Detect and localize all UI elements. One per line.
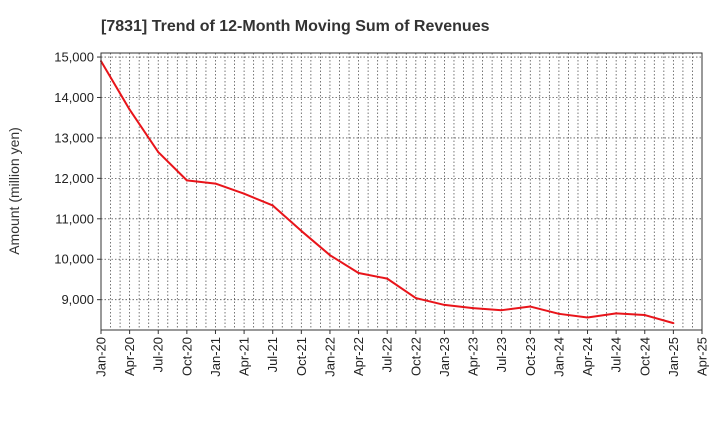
grid — [101, 53, 702, 330]
data-point — [357, 271, 360, 274]
x-tick-label: Jul-20 — [151, 337, 166, 372]
y-tick-label: 11,000 — [55, 211, 94, 226]
data-point — [128, 108, 131, 111]
x-tick-label: Apr-25 — [695, 337, 710, 376]
x-tick-label: Apr-20 — [122, 337, 137, 376]
x-tick-label: Oct-23 — [523, 337, 538, 376]
x-tick-label: Jan-23 — [437, 337, 452, 377]
plot-frame — [100, 52, 703, 331]
x-tick-label: Jan-20 — [94, 337, 109, 377]
x-tick-label: Jul-23 — [494, 337, 509, 372]
y-axis-label: Amount (million yen) — [6, 127, 22, 255]
y-tick-label: 10,000 — [54, 252, 94, 267]
x-tick-label: Oct-20 — [179, 337, 194, 376]
chart-title: [7831] Trend of 12-Month Moving Sum of R… — [101, 18, 490, 35]
series-group — [100, 60, 675, 325]
data-point — [214, 182, 217, 185]
data-point — [243, 192, 246, 195]
data-point — [328, 254, 331, 257]
data-point — [185, 179, 188, 182]
x-tick-label: Jan-22 — [322, 337, 337, 377]
data-point — [157, 151, 160, 154]
y-tick-label: 12,000 — [54, 171, 94, 186]
y-tick-label: 9,000 — [61, 292, 94, 307]
data-point — [672, 322, 675, 325]
data-point — [643, 314, 646, 317]
data-point — [586, 316, 589, 319]
x-tick-label: Jul-22 — [380, 337, 395, 372]
x-tick-label: Jan-21 — [208, 337, 223, 377]
x-tick-label: Apr-22 — [351, 337, 366, 376]
x-axis: Jan-20 Apr-20 Jul-20 Oct-20 Jan-21 Apr-21 Jul-… — [94, 330, 710, 377]
data-point — [529, 305, 532, 308]
data-point — [472, 307, 475, 310]
y-tick-label: 13,000 — [54, 130, 94, 145]
data-point — [414, 297, 417, 300]
x-tick-label: Jul-24 — [609, 337, 624, 372]
y-tick-label: 15,000 — [54, 50, 94, 65]
data-point — [500, 309, 503, 312]
x-tick-label: Jan-24 — [551, 337, 566, 377]
x-tick-label: Jan-25 — [666, 337, 681, 377]
x-tick-label: Oct-22 — [408, 337, 423, 376]
data-point — [557, 312, 560, 315]
x-tick-label: Jul-21 — [265, 337, 280, 372]
data-point — [300, 229, 303, 232]
data-point — [443, 303, 446, 306]
data-point — [386, 277, 389, 280]
y-tick-label: 14,000 — [54, 90, 94, 105]
x-tick-label: Apr-23 — [466, 337, 481, 376]
revenue-series-line — [100, 60, 674, 325]
x-tick-label: Oct-24 — [637, 337, 652, 376]
data-point — [271, 204, 274, 207]
x-tick-label: Apr-24 — [580, 337, 595, 376]
x-tick-label: Oct-21 — [294, 337, 309, 376]
data-point — [615, 312, 618, 315]
y-axis: 9,000 10,000 11,000 12,000 13,000 14,000 15,00… — [54, 50, 101, 307]
x-tick-label: Apr-21 — [237, 337, 252, 376]
